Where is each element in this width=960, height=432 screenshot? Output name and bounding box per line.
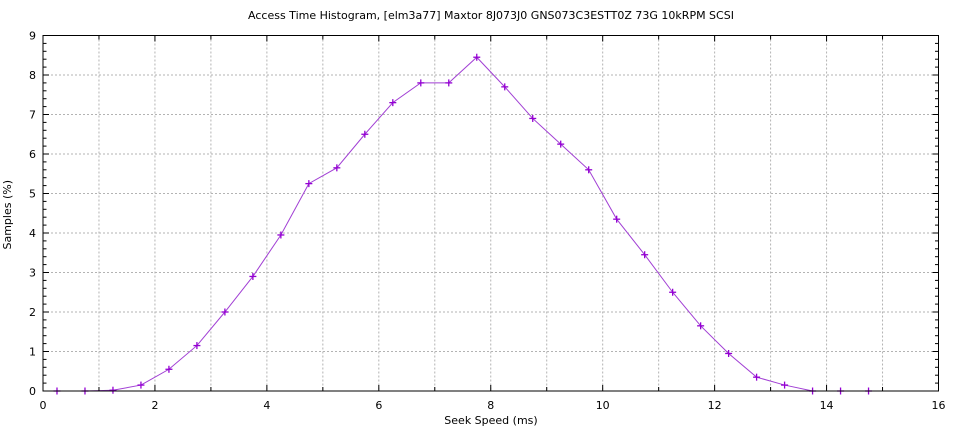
x-axis-title: Seek Speed (ms) (444, 414, 538, 427)
y-tick-label: 2 (29, 306, 36, 319)
x-tick-label: 12 (708, 399, 722, 412)
y-tick-label: 1 (29, 346, 36, 359)
y-tick-label: 5 (29, 188, 36, 201)
x-tick-label: 16 (932, 399, 946, 412)
y-tick-label: 0 (29, 385, 36, 398)
y-tick-label: 3 (29, 267, 36, 280)
y-tick-label: 6 (29, 148, 36, 161)
x-tick-label: 6 (375, 399, 382, 412)
x-tick-label: 14 (820, 399, 834, 412)
data-line (56, 56, 869, 392)
x-tick-label: 2 (151, 399, 158, 412)
chart-title: Access Time Histogram, [elm3a77] Maxtor … (248, 9, 734, 22)
x-tick-label: 8 (487, 399, 494, 412)
y-tick-label: 9 (29, 30, 36, 43)
y-tick-label: 4 (29, 227, 36, 240)
x-tick-label: 10 (596, 399, 610, 412)
x-tick-label: 0 (40, 399, 47, 412)
y-tick-label: 8 (29, 69, 36, 82)
x-tick-label: 4 (263, 399, 270, 412)
y-tick-label: 7 (29, 109, 36, 122)
